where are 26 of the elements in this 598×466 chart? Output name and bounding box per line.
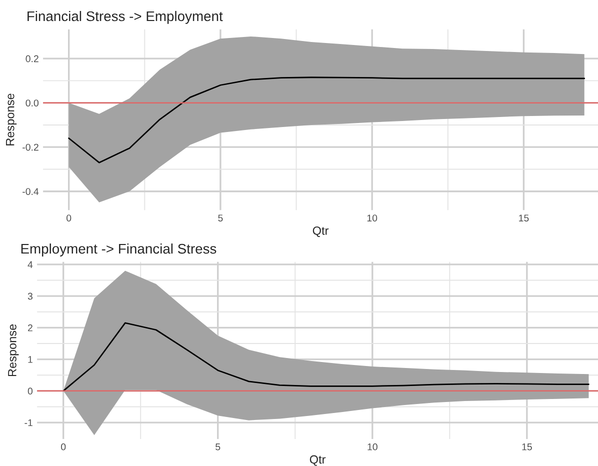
y-tick-label: 0.2 <box>26 55 38 62</box>
x-tick-label: 5 <box>218 214 223 222</box>
x-tick-label: 15 <box>519 214 529 222</box>
y-tick-label: 4 <box>28 261 33 268</box>
y-tick-label: 2 <box>28 324 32 332</box>
x-tick-label: 10 <box>367 214 378 222</box>
y-tick-label: 3 <box>28 292 32 300</box>
x-tick-label: 0 <box>66 214 72 222</box>
line-series <box>62 322 590 392</box>
x-tick-label: 10 <box>368 443 378 450</box>
y-axis-title: Response <box>8 324 19 376</box>
y-tick-label: 1 <box>28 356 32 363</box>
y-tick-label: 0 <box>28 388 33 395</box>
y-tick-label: -1 <box>24 419 32 426</box>
x-tick-label: 0 <box>61 443 66 450</box>
y-axis-title: Response <box>6 94 17 146</box>
x-tick-label: 15 <box>522 443 532 450</box>
x-axis-title: Qtr <box>312 226 329 237</box>
chart-title: Employment -> Financial Stress <box>21 243 216 256</box>
x-tick-label: 5 <box>216 443 220 450</box>
y-tick-label: -0.4 <box>22 188 39 195</box>
x-axis-title: Qtr <box>310 455 326 466</box>
y-tick-label: -0.2 <box>22 144 38 151</box>
chart-title: Financial Stress -> Employment <box>28 10 223 24</box>
line-series <box>68 76 586 164</box>
y-tick-label: 0.0 <box>26 100 39 106</box>
